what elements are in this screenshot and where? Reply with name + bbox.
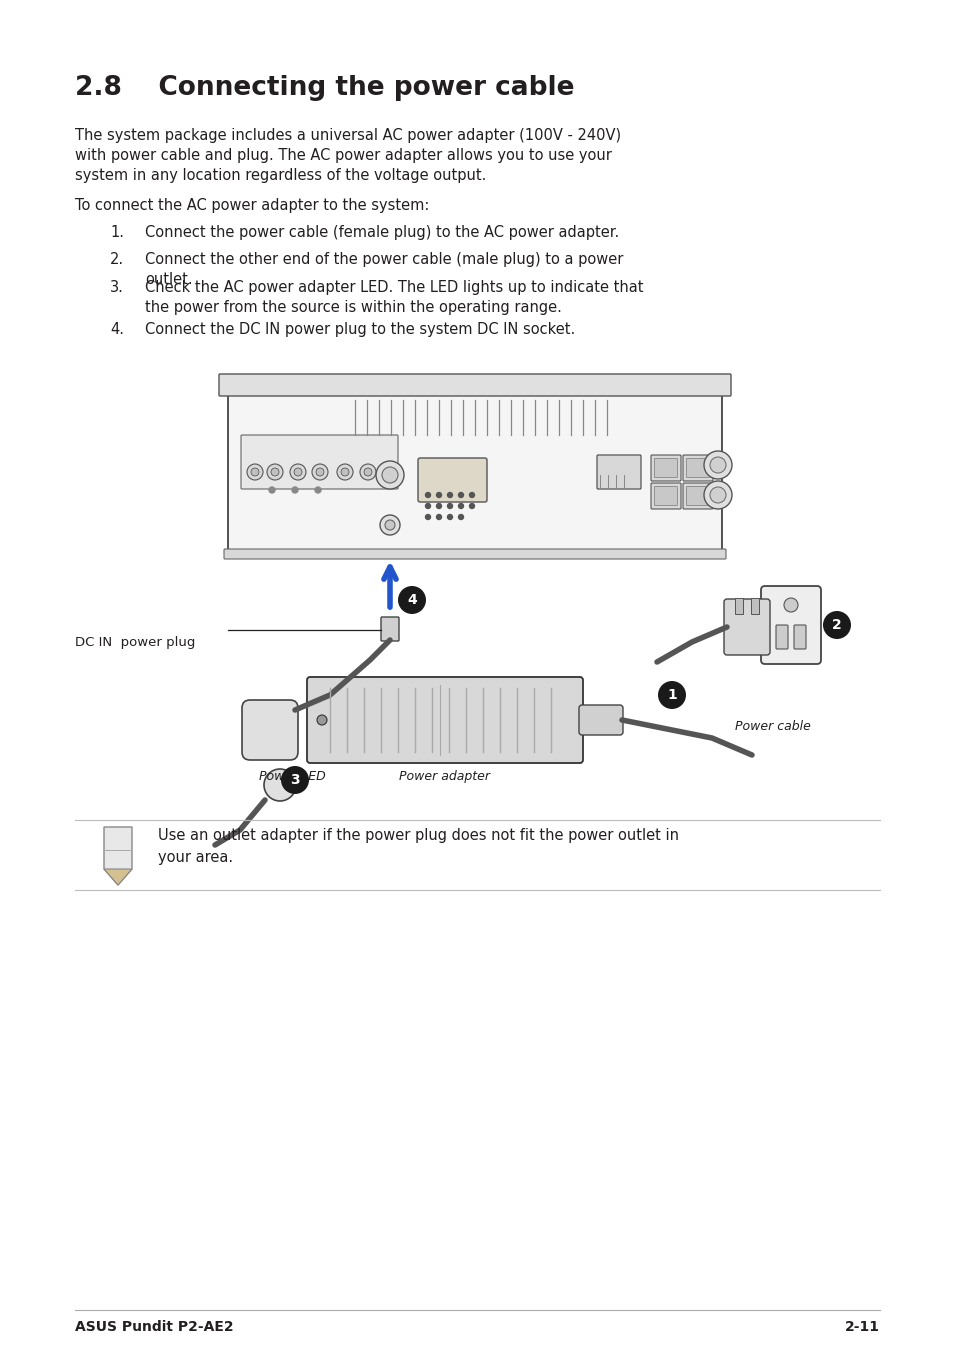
Circle shape bbox=[315, 467, 324, 476]
Text: The system package includes a universal AC power adapter (100V - 240V): The system package includes a universal … bbox=[75, 128, 620, 143]
Circle shape bbox=[359, 463, 375, 480]
Circle shape bbox=[264, 769, 295, 801]
Text: 4.: 4. bbox=[110, 322, 124, 336]
Text: 1: 1 bbox=[666, 688, 677, 703]
Text: Power cable: Power cable bbox=[734, 720, 810, 734]
Circle shape bbox=[447, 504, 452, 508]
FancyBboxPatch shape bbox=[654, 458, 677, 477]
Circle shape bbox=[703, 481, 731, 509]
Text: Connect the other end of the power cable (male plug) to a power: Connect the other end of the power cable… bbox=[145, 253, 622, 267]
Circle shape bbox=[269, 486, 274, 493]
Circle shape bbox=[447, 515, 452, 520]
Circle shape bbox=[436, 515, 441, 520]
Text: Check the AC power adapter LED. The LED lights up to indicate that: Check the AC power adapter LED. The LED … bbox=[145, 280, 643, 295]
Text: ASUS Pundit P2-AE2: ASUS Pundit P2-AE2 bbox=[75, 1320, 233, 1333]
Polygon shape bbox=[104, 869, 132, 885]
Text: DC IN  power plug: DC IN power plug bbox=[75, 636, 195, 648]
Circle shape bbox=[281, 766, 309, 794]
Text: Power LED: Power LED bbox=[258, 770, 325, 784]
Circle shape bbox=[703, 451, 731, 480]
Circle shape bbox=[294, 467, 302, 476]
Circle shape bbox=[709, 486, 725, 503]
Text: 3.: 3. bbox=[110, 280, 124, 295]
Text: 2-11: 2-11 bbox=[844, 1320, 879, 1333]
FancyBboxPatch shape bbox=[219, 374, 730, 396]
Circle shape bbox=[267, 463, 283, 480]
Circle shape bbox=[312, 463, 328, 480]
Circle shape bbox=[340, 467, 349, 476]
FancyBboxPatch shape bbox=[417, 458, 486, 503]
Circle shape bbox=[375, 461, 403, 489]
Text: 2.: 2. bbox=[110, 253, 124, 267]
Text: the power from the source is within the operating range.: the power from the source is within the … bbox=[145, 300, 561, 315]
Text: Power adapter: Power adapter bbox=[399, 770, 490, 784]
Text: Use an outlet adapter if the power plug does not fit the power outlet in: Use an outlet adapter if the power plug … bbox=[158, 828, 679, 843]
Text: To connect the AC power adapter to the system:: To connect the AC power adapter to the s… bbox=[75, 199, 429, 213]
Circle shape bbox=[436, 493, 441, 497]
FancyBboxPatch shape bbox=[723, 598, 769, 655]
FancyBboxPatch shape bbox=[682, 484, 712, 509]
FancyBboxPatch shape bbox=[760, 586, 821, 663]
FancyBboxPatch shape bbox=[682, 455, 712, 481]
Circle shape bbox=[385, 520, 395, 530]
Circle shape bbox=[447, 493, 452, 497]
Circle shape bbox=[379, 515, 399, 535]
Text: 1.: 1. bbox=[110, 226, 124, 240]
Circle shape bbox=[425, 493, 430, 497]
Text: 4: 4 bbox=[407, 593, 416, 607]
FancyBboxPatch shape bbox=[650, 455, 680, 481]
Circle shape bbox=[336, 463, 353, 480]
Circle shape bbox=[271, 467, 278, 476]
Text: your area.: your area. bbox=[158, 850, 233, 865]
FancyBboxPatch shape bbox=[686, 486, 709, 505]
Text: Connect the DC IN power plug to the system DC IN socket.: Connect the DC IN power plug to the syst… bbox=[145, 322, 575, 336]
FancyBboxPatch shape bbox=[775, 626, 787, 648]
Text: with power cable and plug. The AC power adapter allows you to use your: with power cable and plug. The AC power … bbox=[75, 149, 611, 163]
FancyBboxPatch shape bbox=[307, 677, 582, 763]
FancyBboxPatch shape bbox=[650, 484, 680, 509]
FancyBboxPatch shape bbox=[597, 455, 640, 489]
Circle shape bbox=[381, 467, 397, 484]
Circle shape bbox=[316, 715, 327, 725]
FancyBboxPatch shape bbox=[228, 388, 721, 557]
Circle shape bbox=[658, 681, 685, 709]
Circle shape bbox=[251, 467, 258, 476]
Circle shape bbox=[469, 504, 474, 508]
Circle shape bbox=[292, 486, 297, 493]
FancyBboxPatch shape bbox=[242, 700, 297, 761]
Circle shape bbox=[458, 504, 463, 508]
Circle shape bbox=[458, 493, 463, 497]
Circle shape bbox=[709, 457, 725, 473]
Bar bbox=[750, 598, 759, 613]
FancyBboxPatch shape bbox=[224, 549, 725, 559]
Circle shape bbox=[290, 463, 306, 480]
Circle shape bbox=[783, 598, 797, 612]
Circle shape bbox=[822, 611, 850, 639]
Circle shape bbox=[397, 586, 426, 613]
FancyBboxPatch shape bbox=[654, 486, 677, 505]
FancyBboxPatch shape bbox=[578, 705, 622, 735]
FancyBboxPatch shape bbox=[686, 458, 709, 477]
Text: outlet.: outlet. bbox=[145, 272, 193, 286]
Circle shape bbox=[458, 515, 463, 520]
FancyBboxPatch shape bbox=[380, 617, 398, 640]
Text: system in any location regardless of the voltage output.: system in any location regardless of the… bbox=[75, 168, 486, 182]
Polygon shape bbox=[104, 827, 132, 885]
Circle shape bbox=[364, 467, 372, 476]
Circle shape bbox=[469, 493, 474, 497]
Circle shape bbox=[425, 515, 430, 520]
Text: 2: 2 bbox=[831, 617, 841, 632]
Text: Connect the power cable (female plug) to the AC power adapter.: Connect the power cable (female plug) to… bbox=[145, 226, 618, 240]
Circle shape bbox=[247, 463, 263, 480]
FancyBboxPatch shape bbox=[241, 435, 397, 489]
Circle shape bbox=[425, 504, 430, 508]
Circle shape bbox=[314, 486, 320, 493]
Text: 2.8    Connecting the power cable: 2.8 Connecting the power cable bbox=[75, 76, 574, 101]
Circle shape bbox=[436, 504, 441, 508]
FancyBboxPatch shape bbox=[793, 626, 805, 648]
Bar bbox=[734, 598, 742, 613]
Text: 3: 3 bbox=[290, 773, 299, 788]
